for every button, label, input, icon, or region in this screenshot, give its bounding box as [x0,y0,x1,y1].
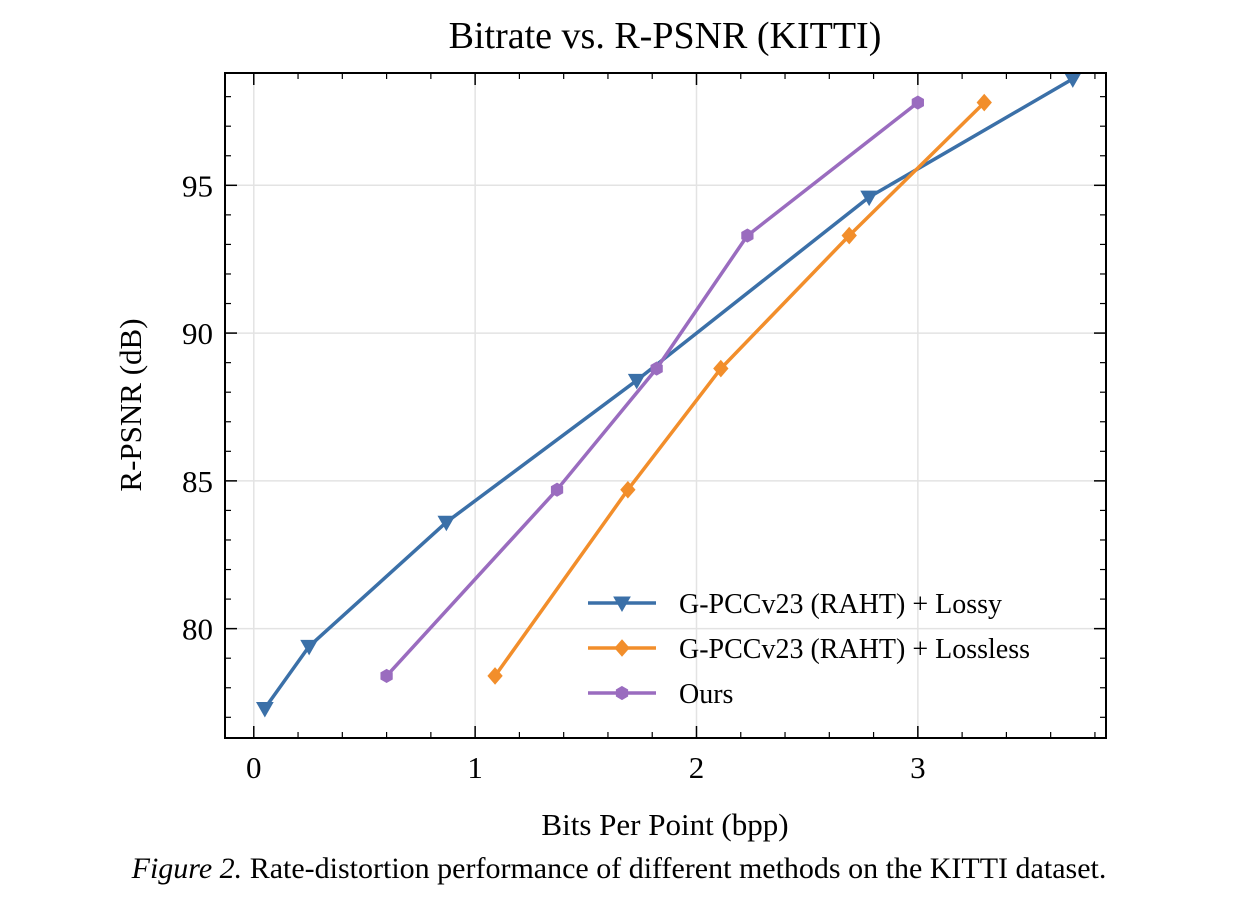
x-tick-label: 0 [246,750,262,785]
grid-lines [225,73,1106,738]
data-point [437,515,456,532]
legend-marker [614,639,630,657]
legend-entry: G-PCCv23 (RAHT) + Lossless [588,634,1030,665]
data-point [487,667,503,685]
legend-label: G-PCCv23 (RAHT) + Lossless [679,634,1030,665]
y-tick-label: 80 [182,612,213,647]
data-point [976,93,992,112]
data-point [1063,72,1082,88]
y-axis-label: R-PSNR (dB) [113,318,148,491]
data-point [380,668,393,684]
series-3 [380,95,924,684]
legend-marker [615,685,629,701]
data-point [255,701,274,718]
series-1 [255,72,1082,718]
series-2 [487,93,992,685]
data-point [911,95,924,110]
series-layer [255,72,1082,718]
x-axis-label: Bits Per Point (bpp) [541,807,788,842]
data-point [627,373,646,390]
legend-entry: G-PCCv23 (RAHT) + Lossy [588,589,1002,620]
data-point [741,228,754,243]
x-tick-label: 3 [910,750,926,785]
legend-marker [613,596,631,613]
x-tick-label: 1 [467,750,483,785]
figure-caption-text: Rate-distortion performance of different… [242,852,1107,885]
figure-caption: Figure 2. Rate-distortion performance of… [0,852,1238,886]
data-point [620,480,636,499]
data-point [300,639,318,656]
y-tick-label: 95 [182,168,213,203]
chart-title: Bitrate vs. R-PSNR (KITTI) [449,15,882,57]
figure-caption-label: Figure 2. [131,852,243,885]
y-tick-label: 90 [182,316,213,351]
data-point [713,359,729,378]
axis-ticks [225,73,1106,738]
y-tick-labels: 80 85 90 95 [182,168,213,646]
plot-frame [224,72,1107,739]
legend-label: Ours [679,679,733,710]
data-point [650,361,663,376]
data-point [841,226,857,245]
series-line [263,77,1074,710]
legend-label: G-PCCv23 (RAHT) + Lossy [679,589,1002,620]
x-tick-label: 2 [689,750,705,785]
x-tick-labels: 0 1 2 3 [246,750,926,785]
legend-entry: Ours [588,679,733,710]
data-point [550,482,564,497]
y-tick-label: 85 [182,464,213,499]
data-point [860,190,879,207]
legend: G-PCCv23 (RAHT) + Lossy G-PCCv23 (RAHT) +… [588,589,1030,710]
